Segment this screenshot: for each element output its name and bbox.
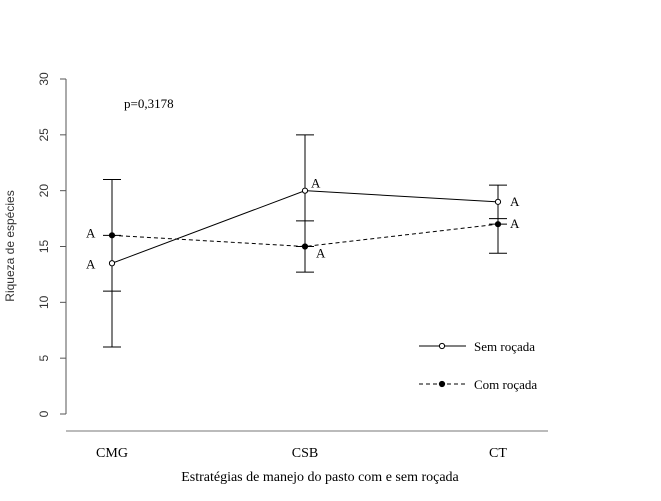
y-tick-label: 0 bbox=[37, 410, 51, 417]
y-tick-label: 5 bbox=[37, 355, 51, 362]
x-tick-label: CMG bbox=[96, 446, 128, 461]
data-point-filled bbox=[494, 221, 502, 228]
y-tick-label: 10 bbox=[37, 295, 51, 309]
legend-entry: Sem roçada bbox=[474, 339, 535, 354]
x-tick-label: CT bbox=[489, 446, 507, 461]
data-point-open bbox=[108, 260, 116, 267]
data-point-open bbox=[301, 187, 309, 194]
legend-marker bbox=[438, 380, 446, 388]
series-line bbox=[111, 223, 499, 248]
legend-entry: Com roçada bbox=[474, 377, 537, 392]
data-point-filled bbox=[108, 232, 116, 239]
point-label: A bbox=[86, 256, 96, 271]
x-axis-title: Estratégias de manejo do pasto com e sem… bbox=[181, 470, 459, 485]
data-point-open bbox=[494, 198, 502, 205]
y-tick-label: 25 bbox=[37, 128, 51, 142]
data-point-filled bbox=[301, 243, 309, 250]
y-tick-label: 15 bbox=[37, 240, 51, 254]
y-tick-label: 30 bbox=[37, 72, 51, 86]
point-label: A bbox=[510, 194, 520, 209]
p-value-annotation: p=0,3178 bbox=[124, 96, 174, 111]
y-axis-title: Riqueza de espécies bbox=[3, 190, 17, 301]
x-tick-label: CSB bbox=[292, 446, 318, 461]
point-label: A bbox=[86, 225, 96, 240]
y-tick-label: 20 bbox=[37, 184, 51, 198]
legend-marker bbox=[438, 342, 446, 350]
point-label: A bbox=[311, 176, 321, 191]
legend: Sem roçada Com roçada bbox=[419, 339, 537, 392]
point-label: A bbox=[510, 216, 520, 231]
axes: 0 5 10 15 20 25 30 CMG CSB CT bbox=[37, 72, 548, 461]
point-label: A bbox=[316, 246, 326, 261]
